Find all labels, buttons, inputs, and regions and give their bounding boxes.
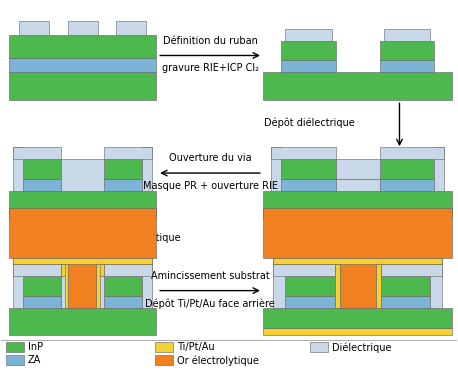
Text: Ouverture du via: Ouverture du via — [169, 153, 251, 163]
Bar — [60, 276, 104, 308]
Bar — [69, 258, 96, 308]
Bar — [5, 355, 24, 365]
Bar — [281, 179, 336, 191]
Bar — [104, 179, 142, 191]
Bar — [13, 258, 152, 264]
Text: Or électrolytique: Or électrolytique — [177, 355, 259, 365]
Bar — [142, 147, 152, 191]
Bar — [273, 264, 335, 276]
Bar — [281, 60, 336, 72]
Text: Définition du ruban: Définition du ruban — [163, 36, 257, 46]
Bar — [69, 21, 98, 35]
Bar — [285, 296, 335, 308]
Bar — [13, 258, 152, 264]
Bar — [380, 60, 434, 72]
Bar — [263, 191, 453, 219]
Bar — [281, 159, 336, 179]
Bar — [381, 296, 431, 308]
Bar — [380, 159, 434, 179]
Bar — [65, 264, 69, 308]
Text: gravure RIE+ICP Cl₂: gravure RIE+ICP Cl₂ — [162, 63, 259, 73]
Bar — [431, 264, 442, 308]
Bar — [104, 296, 142, 308]
Text: Dépôt métallique: Dépôt métallique — [44, 223, 129, 233]
Bar — [22, 179, 60, 191]
Bar — [273, 264, 285, 308]
Bar — [60, 159, 104, 191]
Bar — [381, 276, 431, 296]
Bar — [22, 296, 60, 308]
Bar — [5, 342, 24, 352]
Bar — [155, 342, 173, 352]
Bar — [376, 264, 381, 308]
Text: Ti/Pt/Au: Ti/Pt/Au — [177, 342, 215, 352]
Text: Dépôt diélectrique: Dépôt diélectrique — [264, 118, 354, 128]
Bar — [340, 258, 376, 308]
Bar — [273, 258, 442, 264]
Bar — [336, 179, 380, 191]
Bar — [285, 29, 332, 40]
Bar — [380, 40, 434, 60]
Bar — [104, 264, 152, 276]
Text: Dépôt Ti/Pt/Au face arrière: Dépôt Ti/Pt/Au face arrière — [145, 299, 275, 309]
Bar — [336, 159, 380, 179]
Bar — [13, 147, 60, 159]
Bar — [13, 147, 22, 191]
Bar — [60, 264, 104, 276]
Text: Masque PR + ouverture RIE: Masque PR + ouverture RIE — [142, 181, 278, 191]
Bar — [271, 147, 336, 159]
Bar — [380, 179, 434, 191]
Bar — [9, 308, 156, 335]
Bar — [335, 264, 381, 276]
Text: Diélectrique: Diélectrique — [332, 342, 391, 353]
Bar — [271, 147, 281, 191]
Bar — [13, 264, 60, 276]
Bar — [155, 355, 173, 365]
Bar — [335, 276, 381, 308]
Bar — [381, 264, 442, 276]
Text: Ti/Pt/Au et Or électrolytique: Ti/Pt/Au et Or électrolytique — [44, 233, 180, 243]
Bar — [263, 308, 453, 328]
Bar — [285, 276, 335, 296]
Bar — [434, 147, 444, 191]
Bar — [104, 159, 142, 179]
Bar — [142, 264, 152, 308]
Bar — [22, 159, 60, 179]
Bar — [310, 342, 328, 352]
Bar — [13, 264, 22, 308]
Bar — [383, 29, 431, 40]
Bar — [281, 40, 336, 60]
Bar — [22, 276, 60, 296]
Bar — [9, 72, 156, 100]
Bar — [9, 191, 156, 219]
Bar — [263, 328, 453, 335]
Bar — [263, 72, 453, 100]
Bar — [116, 21, 146, 35]
Bar — [9, 208, 156, 258]
Bar — [96, 264, 100, 308]
Bar — [19, 21, 49, 35]
Bar — [335, 264, 340, 308]
Bar — [104, 147, 152, 159]
Bar — [273, 258, 442, 264]
Bar — [380, 147, 444, 159]
Bar — [263, 208, 453, 258]
Bar — [9, 59, 156, 72]
Bar — [9, 35, 156, 59]
Bar — [104, 276, 142, 296]
Text: Amincissement substrat: Amincissement substrat — [151, 270, 269, 280]
Text: InP: InP — [27, 342, 43, 352]
Text: ZA: ZA — [27, 355, 41, 365]
